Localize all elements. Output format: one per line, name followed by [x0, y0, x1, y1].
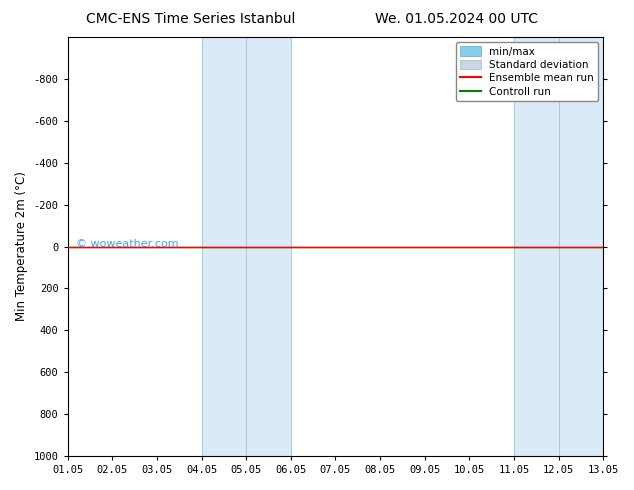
- Text: © woweather.com: © woweather.com: [75, 240, 178, 249]
- Y-axis label: Min Temperature 2m (°C): Min Temperature 2m (°C): [15, 172, 28, 321]
- Bar: [202, 37, 291, 456]
- Legend: min/max, Standard deviation, Ensemble mean run, Controll run: min/max, Standard deviation, Ensemble me…: [456, 42, 598, 101]
- Bar: [514, 37, 604, 456]
- Text: We. 01.05.2024 00 UTC: We. 01.05.2024 00 UTC: [375, 12, 538, 26]
- Text: CMC-ENS Time Series Istanbul: CMC-ENS Time Series Istanbul: [86, 12, 295, 26]
